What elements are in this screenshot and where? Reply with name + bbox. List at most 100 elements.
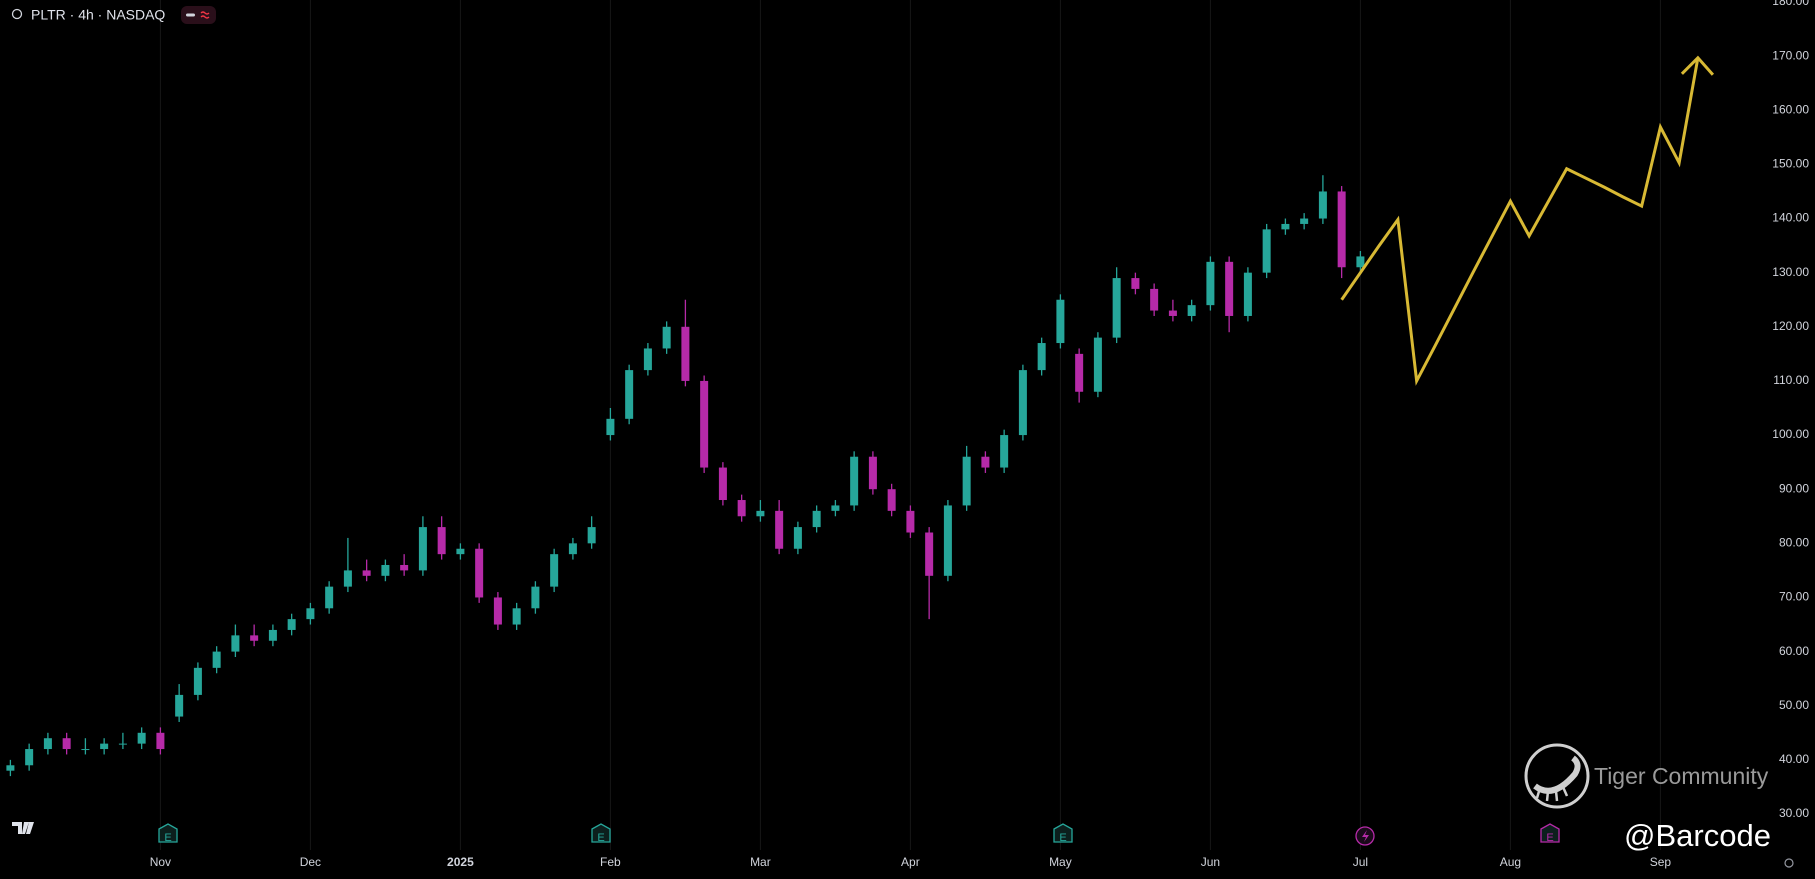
candle-body [737,500,746,517]
y-tick-label: 40.00 [1779,752,1809,766]
candle-body [700,380,709,468]
candle-body [793,527,802,549]
event-marker[interactable]: E [1540,823,1560,844]
x-tick-label: Mar [750,855,771,869]
candle-body [887,489,896,511]
projection-arrowhead [1680,55,1715,76]
candle-body [43,738,52,750]
x-tick-label: Aug [1500,855,1521,869]
x-tick-label: Nov [150,855,171,869]
candle-body [475,548,484,598]
candle-body [212,651,221,668]
candle-body [175,694,184,717]
candle-body [606,418,615,436]
candle-body [531,586,540,609]
event-marker[interactable]: E [1053,823,1073,844]
logo-ring [1524,743,1590,809]
y-tick-label: 170.00 [1772,48,1809,62]
y-tick-label: 110.00 [1773,373,1809,387]
candle-body [1187,305,1196,316]
candle-body [1356,256,1365,268]
x-tick-label: Apr [901,855,920,869]
candle-body [343,570,352,587]
candle-body [925,532,934,576]
candle-body [25,749,34,766]
candle-body [1281,223,1290,230]
candle-body [568,543,577,555]
candle-body [456,548,465,555]
candle-body [193,667,202,695]
candle-body [1056,299,1065,344]
candle-body [718,467,727,501]
candle-body [1075,353,1084,392]
candle-body [681,326,690,381]
candle-body [62,738,71,750]
candle-body [756,510,765,517]
tv-logo[interactable] [12,822,34,834]
candle-body [1337,191,1346,268]
candle-body [662,326,671,349]
event-label: E [597,832,604,844]
x-tick-label: May [1049,855,1072,869]
x-tick-label: Jun [1201,855,1220,869]
candle-body [850,456,859,506]
dividend-bolt [1362,830,1369,842]
y-tick-label: 100.00 [1772,427,1809,441]
candle-body [981,456,990,468]
candle-body [100,743,109,750]
author-text: @Barcode [1624,818,1771,853]
y-tick-label: 80.00 [1779,536,1809,550]
pill-dash [186,13,195,17]
candle-body [306,608,315,620]
indicator-pill[interactable] [181,6,216,24]
event-marker[interactable]: E [158,823,178,844]
event-shape [158,823,178,843]
logo-teeth [1535,786,1569,802]
projection-line [1340,57,1700,386]
chart-title: PLTR · 4h · NASDAQ [31,7,165,23]
candle-body [906,510,915,533]
y-tick-label: 130.00 [1772,265,1809,279]
candle-body [812,510,821,528]
y-tick-label: 150.00 [1772,157,1809,171]
candle-body [625,370,634,419]
watermark-text: Tiger Community [1594,763,1769,789]
candle-body [287,619,296,630]
event-marker[interactable]: E [591,823,611,844]
event-shape [591,823,611,843]
candle-body [775,510,784,549]
candle-body [325,586,334,609]
y-tick-label: 120.00 [1772,319,1809,333]
candle-body [6,765,15,771]
candle-body [1150,288,1159,311]
pill-wave [200,11,210,19]
dividend-marker[interactable] [1355,826,1375,846]
candle-body [643,348,652,371]
candle-body [118,743,127,745]
candle-body [81,749,90,751]
candle-body [831,505,840,511]
candle-body [437,527,446,555]
settings-icon[interactable] [1784,858,1794,868]
candle-body [1112,278,1121,338]
y-tick-label: 30.00 [1779,806,1809,820]
y-tick-label: 90.00 [1779,481,1809,495]
candle-body [512,608,521,625]
candle-body [137,732,146,744]
x-tick-label: 2025 [447,855,474,869]
y-tick-label: 160.00 [1772,102,1809,116]
candle-body [1093,337,1102,392]
candle-body [1206,261,1215,306]
symbol-icon [11,8,23,20]
candle-body [1300,218,1309,224]
y-tick-label: 60.00 [1779,644,1809,658]
event-shape [1540,823,1560,843]
candle-body [1318,191,1327,219]
candle-body [381,564,390,576]
event-label: E [164,832,171,844]
event-label: E [1059,832,1066,844]
grid [159,0,1661,850]
candle-body [1262,229,1271,273]
